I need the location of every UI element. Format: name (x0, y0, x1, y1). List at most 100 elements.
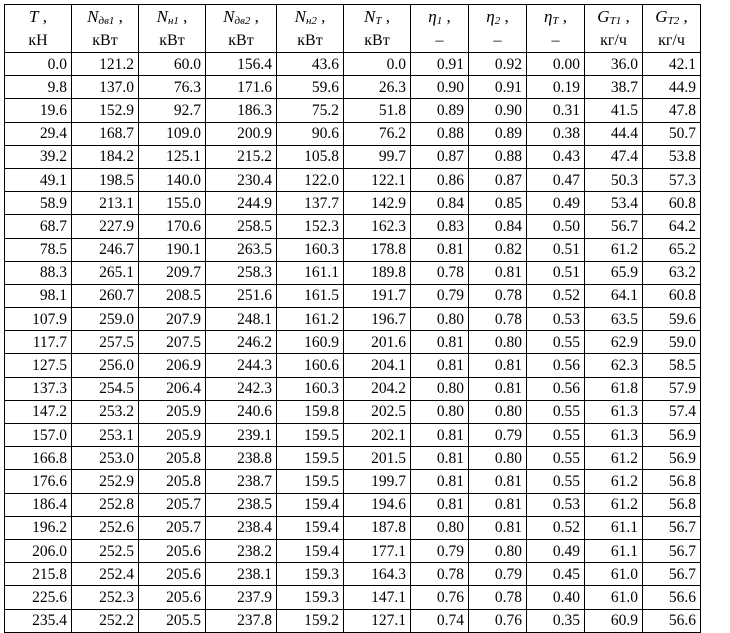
column-symbol-subscript: T2 (667, 15, 680, 27)
table-cell-n-t: 201.5 (343, 446, 411, 471)
column-symbol-subscript: T (375, 15, 382, 27)
table-cell-t: 186.4 (4, 492, 72, 517)
table-cell-eta2: 0.85 (468, 191, 527, 216)
table-cell-g-t1: 65.9 (584, 260, 643, 285)
table-row: 196.2 252.6 205.7 238.4 159.4 187.8 0.80 0.81 0.… (4, 515, 701, 540)
table-cell-n-n2: 159.4 (276, 515, 344, 540)
table-cell-g-t1: 64.1 (584, 283, 643, 309)
table-cell-n-dv2: 242.3 (205, 376, 277, 401)
table-row: 39.2 184.2 125.1 215.2 105.8 99.7 0.87 0.88 0.43… (4, 144, 701, 169)
table-cell-t: 166.8 (4, 446, 72, 471)
column-symbol-base: η (486, 7, 495, 26)
table-row: 0.0 121.2 60.0 156.4 43.6 0.0 0.91 0.92 0.00 36.0… (4, 51, 701, 77)
table-cell-t: 88.3 (4, 260, 72, 285)
table-cell-n-dv1: 121.2 (71, 51, 139, 77)
table-row: 206.0 252.5 205.6 238.2 159.4 177.1 0.79 0.80 0.… (4, 538, 701, 564)
table-row: 235.4 252.2 205.5 237.8 159.2 127.1 0.74 0.76 0.… (4, 608, 701, 633)
table-cell-n-n2: 161.2 (276, 307, 344, 332)
table-row: 68.7 227.9 170.6 258.5 152.3 162.3 0.83 0.84 0.5… (4, 214, 701, 239)
table-cell-n-n1: 207.5 (138, 330, 206, 355)
table-cell-g-t1: 62.9 (584, 330, 643, 355)
table-cell-g-t1: 61.2 (584, 492, 643, 517)
table-cell-eta2: 0.81 (468, 376, 527, 401)
table-cell-g-t1: 44.4 (584, 121, 643, 146)
column-symbol-subscript: н1 (167, 15, 179, 27)
table-cell-g-t2: 56.7 (642, 562, 701, 587)
table-cell-g-t2: 50.7 (642, 121, 701, 146)
table-cell-g-t1: 60.9 (584, 608, 643, 633)
table-cell-eta2: 0.82 (468, 237, 527, 262)
table-cell-eta-t: 0.00 (526, 51, 585, 77)
table-cell-n-dv2: 244.9 (205, 191, 277, 216)
table-cell-n-dv2: 258.3 (205, 260, 277, 285)
table-cell-eta1: 0.89 (410, 98, 469, 123)
table-cell-t: 29.4 (4, 121, 72, 146)
table-cell-n-n2: 159.5 (276, 422, 344, 448)
table-cell-g-t2: 56.6 (642, 585, 701, 610)
table-cell-t: 147.2 (4, 399, 72, 425)
table-cell-n-n1: 205.9 (138, 422, 206, 448)
column-unit: кВт (92, 32, 118, 49)
column-symbol-base: N (364, 7, 376, 26)
table-cell-eta-t: 0.45 (526, 562, 585, 587)
table-cell-eta-t: 0.38 (526, 121, 585, 146)
table-cell-n-dv1: 168.7 (71, 121, 139, 146)
table-cell-n-t: 187.8 (343, 515, 411, 540)
table-cell-g-t1: 62.3 (584, 353, 643, 378)
table-cell-eta2: 0.81 (468, 469, 527, 494)
table-cell-g-t1: 61.2 (584, 469, 643, 494)
table-cell-n-dv2: 263.5 (205, 237, 277, 262)
table-cell-eta-t: 0.55 (526, 399, 585, 425)
table-cell-n-n1: 205.7 (138, 515, 206, 540)
column-symbol-subscript: T1 (609, 15, 622, 27)
table-cell-t: 19.6 (4, 98, 72, 123)
table-cell-n-t: 147.1 (343, 585, 411, 610)
table-cell-eta1: 0.86 (410, 167, 469, 193)
table-cell-g-t2: 56.8 (642, 469, 701, 494)
column-unit: кВт (228, 32, 254, 49)
table-cell-t: 78.5 (4, 237, 72, 262)
table-cell-eta2: 0.81 (468, 353, 527, 378)
column-unit: – (435, 32, 444, 49)
table-cell-n-dv2: 230.4 (205, 167, 277, 193)
table-row: 49.1 198.5 140.0 230.4 122.0 122.1 0.86 0.87 0.4… (4, 167, 701, 193)
table-cell-n-n2: 159.2 (276, 608, 344, 633)
table-cell-n-n2: 59.6 (276, 75, 344, 100)
column-symbol: Nдв1 , (87, 7, 123, 27)
table-cell-n-dv2: 258.5 (205, 214, 277, 239)
column-symbol-base: N (294, 7, 306, 26)
table-cell-eta1: 0.81 (410, 469, 469, 494)
table-cell-n-dv2: 215.2 (205, 144, 277, 169)
table-row: 117.7 257.5 207.5 246.2 160.9 201.6 0.81 0.80 0.… (4, 330, 701, 355)
column-header-n-dv2: Nдв2 , кВт (205, 4, 277, 53)
table-cell-n-n2: 152.3 (276, 214, 344, 239)
column-header-n-n2: Nн2 , кВт (276, 4, 344, 53)
table-cell-n-t: 122.1 (343, 167, 411, 193)
table-cell-n-t: 196.7 (343, 307, 411, 332)
table-cell-n-t: 177.1 (343, 538, 411, 564)
table-row: 29.4 168.7 109.0 200.9 90.6 76.2 0.88 0.89 0.38 4… (4, 121, 701, 146)
column-symbol-subscript: T (552, 15, 559, 27)
table-cell-g-t2: 60.8 (642, 191, 701, 216)
table-cell-n-t: 178.8 (343, 237, 411, 262)
column-symbol: η1 , (428, 7, 451, 27)
table-cell-g-t2: 64.2 (642, 214, 701, 239)
table-cell-n-n1: 205.8 (138, 469, 206, 494)
table-cell-g-t2: 57.9 (642, 376, 701, 401)
table-cell-n-dv2: 237.8 (205, 608, 277, 633)
table-cell-eta1: 0.74 (410, 608, 469, 633)
table-cell-eta-t: 0.55 (526, 330, 585, 355)
table-cell-t: 117.7 (4, 330, 72, 355)
column-symbol-base: N (223, 7, 235, 26)
table-cell-eta2: 0.87 (468, 167, 527, 193)
column-symbol-subscript: 2 (494, 15, 501, 27)
table-cell-n-n1: 76.3 (138, 75, 206, 100)
table-cell-n-n1: 170.6 (138, 214, 206, 239)
column-symbol: Nн1 , (156, 7, 188, 27)
table-cell-n-n1: 205.6 (138, 538, 206, 564)
column-unit: – (551, 32, 560, 49)
column-header-n-n1: Nн1 , кВт (138, 4, 206, 53)
table-cell-n-n2: 161.5 (276, 283, 344, 309)
table-cell-n-n1: 205.7 (138, 492, 206, 517)
table-cell-n-t: 201.6 (343, 330, 411, 355)
